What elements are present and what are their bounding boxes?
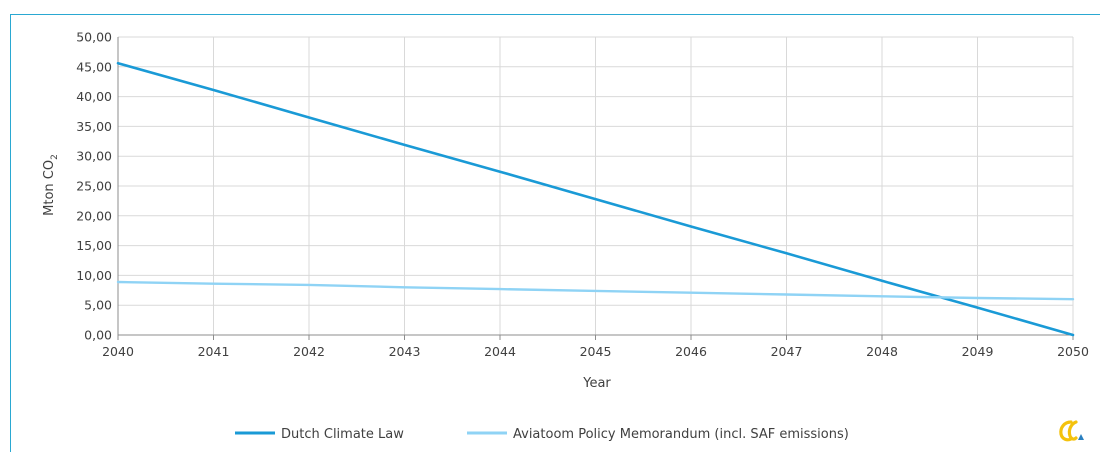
y-tick-labels: 0,00 5,00 10,00 15,00 20,00 25,00 30,00 35,00 40… bbox=[76, 30, 112, 343]
y-tick-label: 45,00 bbox=[76, 59, 112, 74]
x-tick-label: 2048 bbox=[866, 344, 898, 359]
x-tick-labels: 2040 2041 2042 2043 2044 2045 2046 2047 2048 2049… bbox=[102, 344, 1089, 359]
legend-item-1: Dutch Climate Law bbox=[235, 427, 404, 442]
chart-frame bbox=[10, 14, 1100, 452]
legend-label: Dutch Climate Law bbox=[281, 427, 404, 442]
x-tick-label: 2044 bbox=[484, 344, 516, 359]
y-tick-label: 15,00 bbox=[76, 238, 112, 253]
y-tick-label: 50,00 bbox=[76, 30, 112, 45]
x-tick-label: 2043 bbox=[389, 344, 421, 359]
x-tick-label: 2040 bbox=[102, 344, 134, 359]
legend-label: Aviatoom Policy Memorandum (incl. SAF em… bbox=[513, 427, 849, 442]
x-tick-label: 2045 bbox=[580, 344, 612, 359]
legend: Dutch Climate Law Aviatoom Policy Memoran… bbox=[235, 427, 849, 442]
y-tick-label: 0,00 bbox=[84, 328, 112, 343]
legend-item-2: Aviatoom Policy Memorandum (incl. SAF em… bbox=[467, 427, 849, 442]
series-line-2 bbox=[116, 280, 1075, 301]
y-tick-label: 10,00 bbox=[76, 268, 112, 283]
y-axis-title-main: Mton CO bbox=[42, 160, 57, 216]
x-tick-label: 2047 bbox=[771, 344, 803, 359]
x-tick-label: 2041 bbox=[198, 344, 230, 359]
axes bbox=[117, 37, 1074, 340]
y-tick-label: 40,00 bbox=[76, 89, 112, 104]
x-axis-title: Year bbox=[582, 376, 611, 391]
y-tick-label: 25,00 bbox=[76, 179, 112, 194]
y-tick-label: 20,00 bbox=[76, 208, 112, 223]
x-tick-label: 2049 bbox=[962, 344, 994, 359]
brand-logo-icon bbox=[1059, 420, 1084, 442]
x-tick-label: 2042 bbox=[293, 344, 325, 359]
y-tick-label: 30,00 bbox=[76, 149, 112, 164]
y-tick-label: 35,00 bbox=[76, 119, 112, 134]
x-tick-label: 2046 bbox=[675, 344, 707, 359]
x-tick-label: 2050 bbox=[1057, 344, 1089, 359]
series-lines bbox=[116, 61, 1075, 337]
series-line-1 bbox=[116, 61, 1075, 337]
y-axis-title: Mton CO2 bbox=[42, 154, 60, 216]
y-axis-title-subscript: 2 bbox=[50, 154, 60, 160]
y-tick-label: 5,00 bbox=[84, 298, 112, 313]
